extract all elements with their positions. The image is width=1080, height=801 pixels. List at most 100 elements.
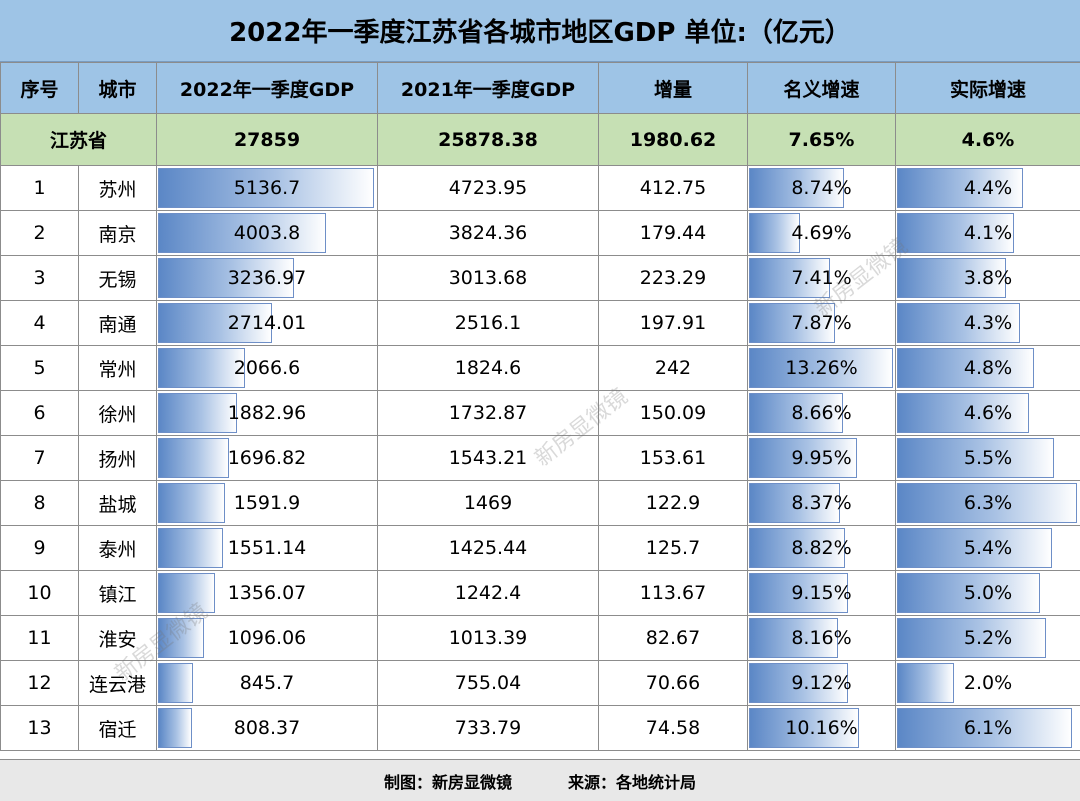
data-label: 9.15% <box>791 582 852 604</box>
data-label: 113.67 <box>639 582 707 604</box>
cell-nominal: 8.66% <box>747 390 896 436</box>
table-row: 9 泰州 1551.14 1425.44 125.7 8.82% 5.4% <box>0 525 1080 571</box>
cell-gdp2022: 2714.01 <box>156 300 378 346</box>
cell-gdp2022: 808.37 <box>156 705 378 751</box>
data-label: 4.6% <box>963 402 1013 424</box>
data-label: 242 <box>654 357 692 379</box>
data-label: 5.4% <box>963 537 1013 559</box>
data-label: 808.37 <box>233 717 301 739</box>
data-label: 2516.1 <box>454 312 522 334</box>
data-label: 宿迁 <box>98 718 137 741</box>
data-label: 10 <box>27 582 52 604</box>
data-label: 1732.87 <box>448 402 528 424</box>
cell-increase: 412.75 <box>598 165 748 211</box>
data-bar <box>749 483 840 523</box>
cell-increase: 113.67 <box>598 570 748 616</box>
cell-increase: 82.67 <box>598 615 748 661</box>
cell-gdp2021: 3824.36 <box>377 210 599 256</box>
data-label: 1551.14 <box>227 537 307 559</box>
data-label: 70.66 <box>645 672 701 694</box>
data-label: 12 <box>27 672 52 694</box>
table-row: 11 淮安 1096.06 1013.39 82.67 8.16% 5.2% <box>0 615 1080 661</box>
data-label: 1 <box>33 177 46 199</box>
cell-gdp2022: 5136.7 <box>156 165 378 211</box>
data-label: 3 <box>33 267 46 289</box>
data-label: 1591.9 <box>233 492 301 514</box>
cell-real: 5.2% <box>895 615 1080 661</box>
data-label: 150.09 <box>639 402 707 424</box>
data-label: 153.61 <box>639 447 707 469</box>
data-label: 5 <box>33 357 46 379</box>
data-label: 南京 <box>98 223 137 246</box>
cell-nominal: 10.16% <box>747 705 896 751</box>
col-header-increase: 增量 <box>598 62 748 114</box>
table-row: 4 南通 2714.01 2516.1 197.91 7.87% 4.3% <box>0 300 1080 346</box>
cell-no: 9 <box>0 525 79 571</box>
province-name: 江苏省 <box>0 113 157 166</box>
cell-gdp2022: 1696.82 <box>156 435 378 481</box>
cell-city: 南通 <box>78 300 157 346</box>
data-label: 10.16% <box>785 717 858 739</box>
cell-increase: 153.61 <box>598 435 748 481</box>
data-label: 7.87% <box>791 312 852 334</box>
cell-increase: 242 <box>598 345 748 391</box>
cell-no: 5 <box>0 345 79 391</box>
data-label: 3013.68 <box>448 267 528 289</box>
data-bar <box>158 663 194 703</box>
cell-city: 宿迁 <box>78 705 157 751</box>
data-label: 8.16% <box>791 627 852 649</box>
data-label: 1425.44 <box>448 537 528 559</box>
table-row: 6 徐州 1882.96 1732.87 150.09 8.66% 4.6% <box>0 390 1080 436</box>
cell-real: 5.0% <box>895 570 1080 616</box>
footer-maker: 制图：新房显微镜 <box>383 772 512 792</box>
footer-source: 来源：各地统计局 <box>568 772 697 792</box>
table-row: 8 盐城 1591.9 1469 122.9 8.37% 6.3% <box>0 480 1080 526</box>
cell-gdp2021: 1543.21 <box>377 435 599 481</box>
cell-city: 盐城 <box>78 480 157 526</box>
data-bar <box>897 348 1035 388</box>
data-label: 8 <box>33 492 46 514</box>
data-label: 南通 <box>98 313 137 336</box>
data-label: 无锡 <box>98 268 137 291</box>
data-bar <box>897 528 1052 568</box>
cell-city: 连云港 <box>78 660 157 706</box>
data-label: 5.5% <box>963 447 1013 469</box>
data-label: 4.4% <box>963 177 1013 199</box>
cell-real: 3.8% <box>895 255 1080 301</box>
data-bar <box>749 258 830 298</box>
cell-nominal: 4.69% <box>747 210 896 256</box>
data-label: 5.0% <box>963 582 1013 604</box>
data-label: 733.79 <box>454 717 522 739</box>
cell-real: 4.3% <box>895 300 1080 346</box>
data-label: 4.69% <box>791 222 852 244</box>
data-bar <box>158 483 225 523</box>
table-row: 5 常州 2066.6 1824.6 242 13.26% 4.8% <box>0 345 1080 391</box>
data-bar <box>749 168 844 208</box>
data-label: 8.66% <box>791 402 852 424</box>
data-bar <box>158 528 224 568</box>
cell-nominal: 7.41% <box>747 255 896 301</box>
cell-city: 镇江 <box>78 570 157 616</box>
data-label: 845.7 <box>239 672 295 694</box>
cell-nominal: 8.74% <box>747 165 896 211</box>
data-label: 7.41% <box>791 267 852 289</box>
data-label: 镇江 <box>98 583 137 606</box>
province-gdp2022: 27859 <box>156 113 378 166</box>
data-label: 8.74% <box>791 177 852 199</box>
data-bar <box>897 708 1072 748</box>
cell-gdp2022: 1096.06 <box>156 615 378 661</box>
data-label: 1469 <box>463 492 513 514</box>
cell-real: 5.4% <box>895 525 1080 571</box>
table-row: 1 苏州 5136.7 4723.95 412.75 8.74% 4.4% <box>0 165 1080 211</box>
cell-city: 苏州 <box>78 165 157 211</box>
data-label: 4.3% <box>963 312 1013 334</box>
col-header-city: 城市 <box>78 62 157 114</box>
data-label: 6 <box>33 402 46 424</box>
province-row: 江苏省 27859 25878.38 1980.62 7.65% 4.6% <box>0 113 1080 166</box>
cell-gdp2021: 1469 <box>377 480 599 526</box>
cell-gdp2022: 1356.07 <box>156 570 378 616</box>
cell-nominal: 7.87% <box>747 300 896 346</box>
table-row: 13 宿迁 808.37 733.79 74.58 10.16% 6.1% <box>0 705 1080 751</box>
cell-increase: 223.29 <box>598 255 748 301</box>
cell-increase: 179.44 <box>598 210 748 256</box>
